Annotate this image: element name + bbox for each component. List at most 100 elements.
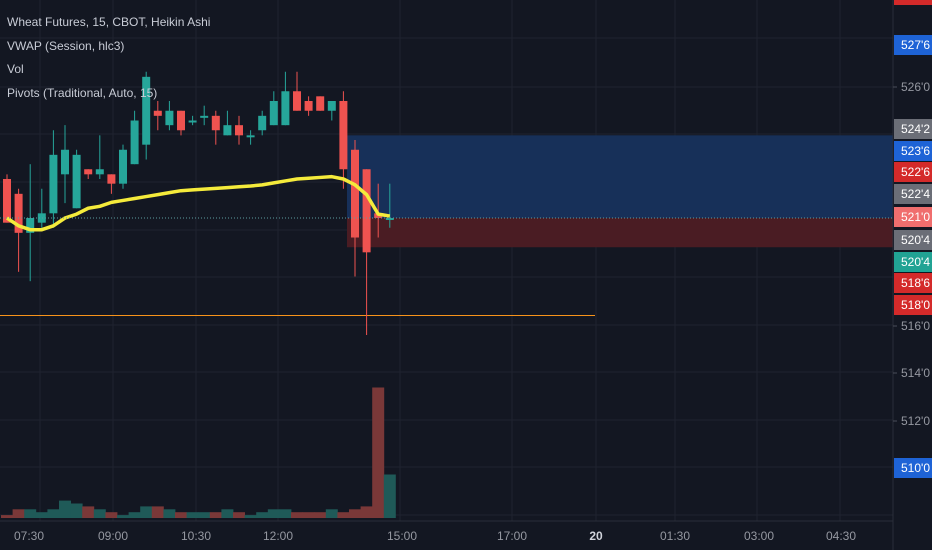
- candle-body: [269, 101, 278, 126]
- candle-body: [84, 169, 93, 175]
- study-pivots-label[interactable]: Pivots (Traditional, Auto, 15): [7, 85, 158, 100]
- price-label: 527'6: [901, 38, 930, 52]
- candle-body: [49, 154, 58, 214]
- candle-body: [107, 174, 116, 184]
- price-label-bg: [894, 458, 932, 478]
- top-price-marker: [894, 0, 932, 5]
- time-label: 04:30: [826, 529, 856, 543]
- volume-bar: [12, 509, 25, 518]
- candles: [3, 71, 394, 335]
- price-label: 522'4: [901, 187, 930, 201]
- price-label-bg: [894, 252, 932, 272]
- candle-body: [351, 149, 359, 238]
- time-label: 20: [589, 529, 603, 543]
- time-axis[interactable]: 07:30 09:00 10:30 12:00 15:00 17:00 20 01:30 03:…: [14, 529, 856, 543]
- time-label: 07:30: [14, 529, 44, 543]
- candle-body: [211, 115, 220, 131]
- candle-body: [235, 125, 243, 136]
- candle-body: [258, 115, 267, 131]
- price-tick-label: 512'0: [901, 414, 930, 428]
- candle-body: [3, 179, 11, 223]
- candle-body: [385, 218, 394, 220]
- candle-body: [246, 135, 255, 138]
- volume-bar: [186, 512, 199, 518]
- price-label-bg: [894, 119, 932, 139]
- candle-body: [293, 91, 301, 111]
- candle-body: [316, 96, 325, 111]
- price-label-bg: [894, 295, 932, 315]
- volume-bar: [140, 506, 153, 518]
- volume-bar: [128, 512, 141, 518]
- price-label-bg: [894, 141, 932, 161]
- price-label: 521'0: [901, 210, 930, 224]
- volume-bar: [82, 506, 95, 518]
- vwap-line: [6, 174, 391, 232]
- study-vol-label[interactable]: Vol: [7, 62, 24, 76]
- volume-bar: [175, 512, 187, 518]
- candle-body: [177, 110, 185, 131]
- price-label-bg: [894, 230, 932, 250]
- candle-body: [61, 149, 69, 175]
- volume-bar: [163, 509, 176, 518]
- price-label: 520'4: [901, 233, 930, 247]
- vwap-polyline: [6, 174, 391, 232]
- volume-bar: [209, 512, 222, 518]
- position-profit-zone: [347, 135, 893, 218]
- volume-bar: [70, 503, 83, 518]
- price-label: 523'6: [901, 144, 930, 158]
- time-label: 15:00: [387, 529, 417, 543]
- volume-bar: [93, 509, 106, 518]
- volume-bar: [221, 509, 234, 518]
- volume-bar: [256, 512, 269, 518]
- price-label: 522'6: [901, 165, 930, 179]
- time-label: 10:30: [181, 529, 211, 543]
- volume-bar: [337, 512, 350, 518]
- price-axis[interactable]: 526'0 516'0 514'0 512'0 527'6 524'2 523'6 522'6…: [893, 35, 932, 478]
- time-label: 03:00: [744, 529, 774, 543]
- price-label-bg: [894, 184, 932, 204]
- price-tick-label: 514'0: [901, 366, 930, 380]
- volume-bar: [372, 387, 385, 518]
- volume-bar: [302, 512, 315, 518]
- candle-body: [14, 193, 23, 233]
- price-label-bg: [894, 35, 932, 55]
- symbol-title[interactable]: Wheat Futures, 15, CBOT, Heikin Ashi: [7, 15, 211, 29]
- price-label: 518'0: [901, 298, 930, 312]
- price-label: 520'4: [901, 255, 930, 269]
- volume-bar: [383, 474, 396, 518]
- candle-body: [304, 101, 313, 111]
- candle-body: [188, 120, 197, 123]
- position-loss-zone: [347, 218, 893, 248]
- price-label-bg: [894, 207, 932, 227]
- volume-bar: [244, 515, 257, 518]
- volume-bar: [24, 509, 37, 518]
- candle-body: [339, 101, 348, 170]
- study-vwap-label[interactable]: VWAP (Session, hlc3): [7, 38, 125, 53]
- candle-body: [153, 110, 162, 116]
- candle-body: [26, 218, 35, 233]
- volume-bar: [1, 515, 13, 518]
- time-label: 09:00: [98, 529, 128, 543]
- candle-body: [72, 154, 81, 209]
- volume-bar: [233, 512, 245, 518]
- price-label-bg: [894, 273, 932, 293]
- candle-body: [362, 169, 371, 253]
- volume-bar: [267, 509, 280, 518]
- volume-bar: [349, 509, 361, 518]
- candle-body: [142, 76, 151, 145]
- price-tick-label: 516'0: [901, 319, 930, 333]
- candle-body: [223, 125, 232, 136]
- candle-body: [200, 115, 209, 118]
- time-label: 12:00: [263, 529, 293, 543]
- candle-body: [165, 110, 174, 126]
- candle-body: [327, 101, 336, 111]
- candle-body: [119, 149, 127, 184]
- volume-bar: [105, 512, 118, 518]
- price-label-bg: [894, 162, 932, 182]
- volume-bar: [360, 506, 373, 518]
- time-label: 01:30: [660, 529, 690, 543]
- position-tool[interactable]: [347, 135, 893, 248]
- volume-bar: [35, 512, 48, 518]
